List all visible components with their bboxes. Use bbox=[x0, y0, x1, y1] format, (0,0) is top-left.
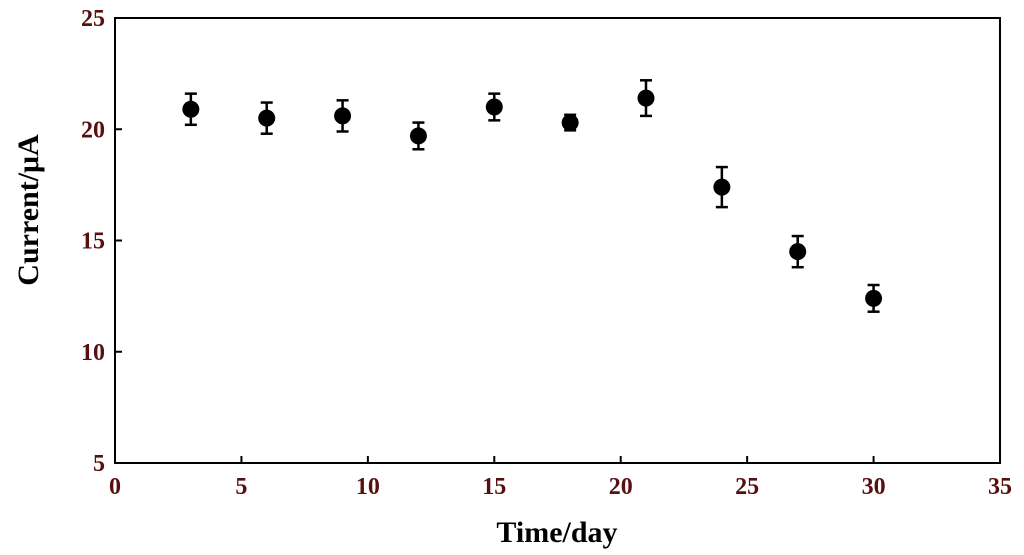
data-point bbox=[637, 79, 655, 118]
data-marker bbox=[258, 109, 276, 127]
x-tick-label: 25 bbox=[735, 474, 759, 500]
data-marker bbox=[409, 127, 427, 145]
data-marker bbox=[789, 243, 807, 261]
data-point bbox=[789, 234, 807, 269]
x-tick-label: 15 bbox=[482, 474, 506, 500]
x-tick-label: 35 bbox=[988, 474, 1012, 500]
data-point bbox=[409, 121, 427, 151]
x-axis-ticks: 0 5 10 15 20 25 30 35 bbox=[109, 456, 1012, 500]
data-marker bbox=[182, 100, 200, 118]
data-point bbox=[485, 92, 503, 122]
data-marker bbox=[334, 107, 352, 125]
data-point bbox=[258, 101, 276, 135]
plot-frame bbox=[114, 17, 1001, 464]
data-point bbox=[334, 99, 352, 133]
x-axis-title: Time/day bbox=[496, 516, 617, 549]
x-tick-label: 0 bbox=[109, 474, 121, 500]
data-marker bbox=[637, 89, 655, 107]
y-tick-label: 15 bbox=[81, 229, 105, 255]
y-tick-label: 5 bbox=[93, 451, 105, 477]
data-point bbox=[182, 92, 200, 127]
y-tick-label: 20 bbox=[81, 117, 105, 143]
data-marker bbox=[865, 289, 883, 307]
data-point bbox=[561, 113, 579, 132]
y-tick-label: 25 bbox=[81, 6, 105, 32]
data-marker bbox=[485, 98, 503, 116]
data-marker bbox=[713, 178, 731, 196]
x-tick-label: 20 bbox=[609, 474, 633, 500]
x-tick-label: 5 bbox=[235, 474, 247, 500]
data-point bbox=[713, 165, 731, 209]
y-axis-ticks: 5 10 15 20 25 bbox=[81, 6, 122, 477]
data-series bbox=[182, 79, 883, 313]
x-tick-label: 10 bbox=[356, 474, 380, 500]
y-tick-label: 10 bbox=[81, 340, 105, 366]
data-marker bbox=[561, 114, 579, 132]
y-axis-title: Current/μA bbox=[12, 134, 45, 286]
data-point bbox=[865, 283, 883, 313]
x-tick-label: 30 bbox=[862, 474, 886, 500]
